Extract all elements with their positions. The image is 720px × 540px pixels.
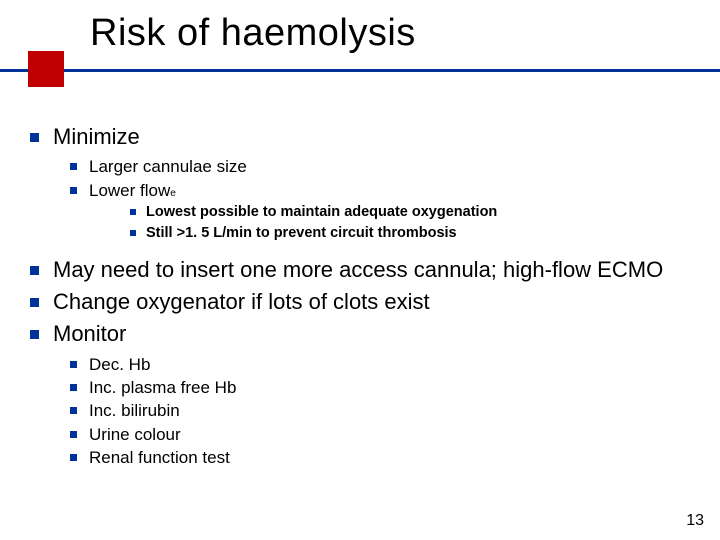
bullet-dec-hb: Dec. Hb bbox=[70, 354, 700, 375]
square-bullet-icon bbox=[130, 230, 136, 236]
square-bullet-icon bbox=[70, 361, 77, 368]
bullet-lowest-possible: Lowest possible to maintain adequate oxy… bbox=[130, 203, 700, 222]
title-bar: Risk of haemolysis bbox=[0, 0, 720, 72]
bullet-text: Inc. plasma free Hb bbox=[89, 377, 236, 398]
bullet-text: Change oxygenator if lots of clots exist bbox=[53, 289, 430, 315]
square-bullet-icon bbox=[70, 454, 77, 461]
square-bullet-icon bbox=[30, 266, 39, 275]
slide-title: Risk of haemolysis bbox=[90, 12, 720, 55]
content-area: Minimize Larger cannulae size Lower flow… bbox=[30, 120, 700, 470]
accent-block bbox=[28, 51, 64, 87]
bullet-text: Minimize bbox=[53, 124, 140, 150]
bullet-larger-cannulae: Larger cannulae size bbox=[70, 156, 700, 177]
bullet-inc-bilirubin: Inc. bilirubin bbox=[70, 400, 700, 421]
bullet-text: Dec. Hb bbox=[89, 354, 150, 375]
bullet-renal-function: Renal function test bbox=[70, 447, 700, 468]
bullet-text: Still >1. 5 L/min to prevent circuit thr… bbox=[146, 224, 457, 243]
square-bullet-icon bbox=[30, 298, 39, 307]
page-number: 13 bbox=[686, 512, 704, 530]
bullet-text: Renal function test bbox=[89, 447, 230, 468]
bullet-text: Lowest possible to maintain adequate oxy… bbox=[146, 203, 497, 222]
square-bullet-icon bbox=[70, 187, 77, 194]
square-bullet-icon bbox=[30, 330, 39, 339]
bullet-minimize: Minimize bbox=[30, 124, 700, 150]
bullet-may-need-insert: May need to insert one more access cannu… bbox=[30, 257, 700, 283]
bullet-urine-colour: Urine colour bbox=[70, 424, 700, 445]
bullet-text: Lower flowe bbox=[89, 180, 176, 201]
bullet-text: Urine colour bbox=[89, 424, 181, 445]
bullet-monitor: Monitor bbox=[30, 321, 700, 347]
bullet-text: Monitor bbox=[53, 321, 126, 347]
bullet-still-min: Still >1. 5 L/min to prevent circuit thr… bbox=[130, 224, 700, 243]
bullet-lower-flow: Lower flowe bbox=[70, 180, 700, 201]
square-bullet-icon bbox=[70, 384, 77, 391]
square-bullet-icon bbox=[70, 431, 77, 438]
square-bullet-icon bbox=[70, 407, 77, 414]
title-underline bbox=[0, 69, 720, 72]
bullet-inc-plasma: Inc. plasma free Hb bbox=[70, 377, 700, 398]
bullet-text: Larger cannulae size bbox=[89, 156, 247, 177]
square-bullet-icon bbox=[30, 133, 39, 142]
bullet-change-oxygenator: Change oxygenator if lots of clots exist bbox=[30, 289, 700, 315]
bullet-text: Inc. bilirubin bbox=[89, 400, 180, 421]
square-bullet-icon bbox=[130, 209, 136, 215]
bullet-text: May need to insert one more access cannu… bbox=[53, 257, 663, 283]
square-bullet-icon bbox=[70, 163, 77, 170]
